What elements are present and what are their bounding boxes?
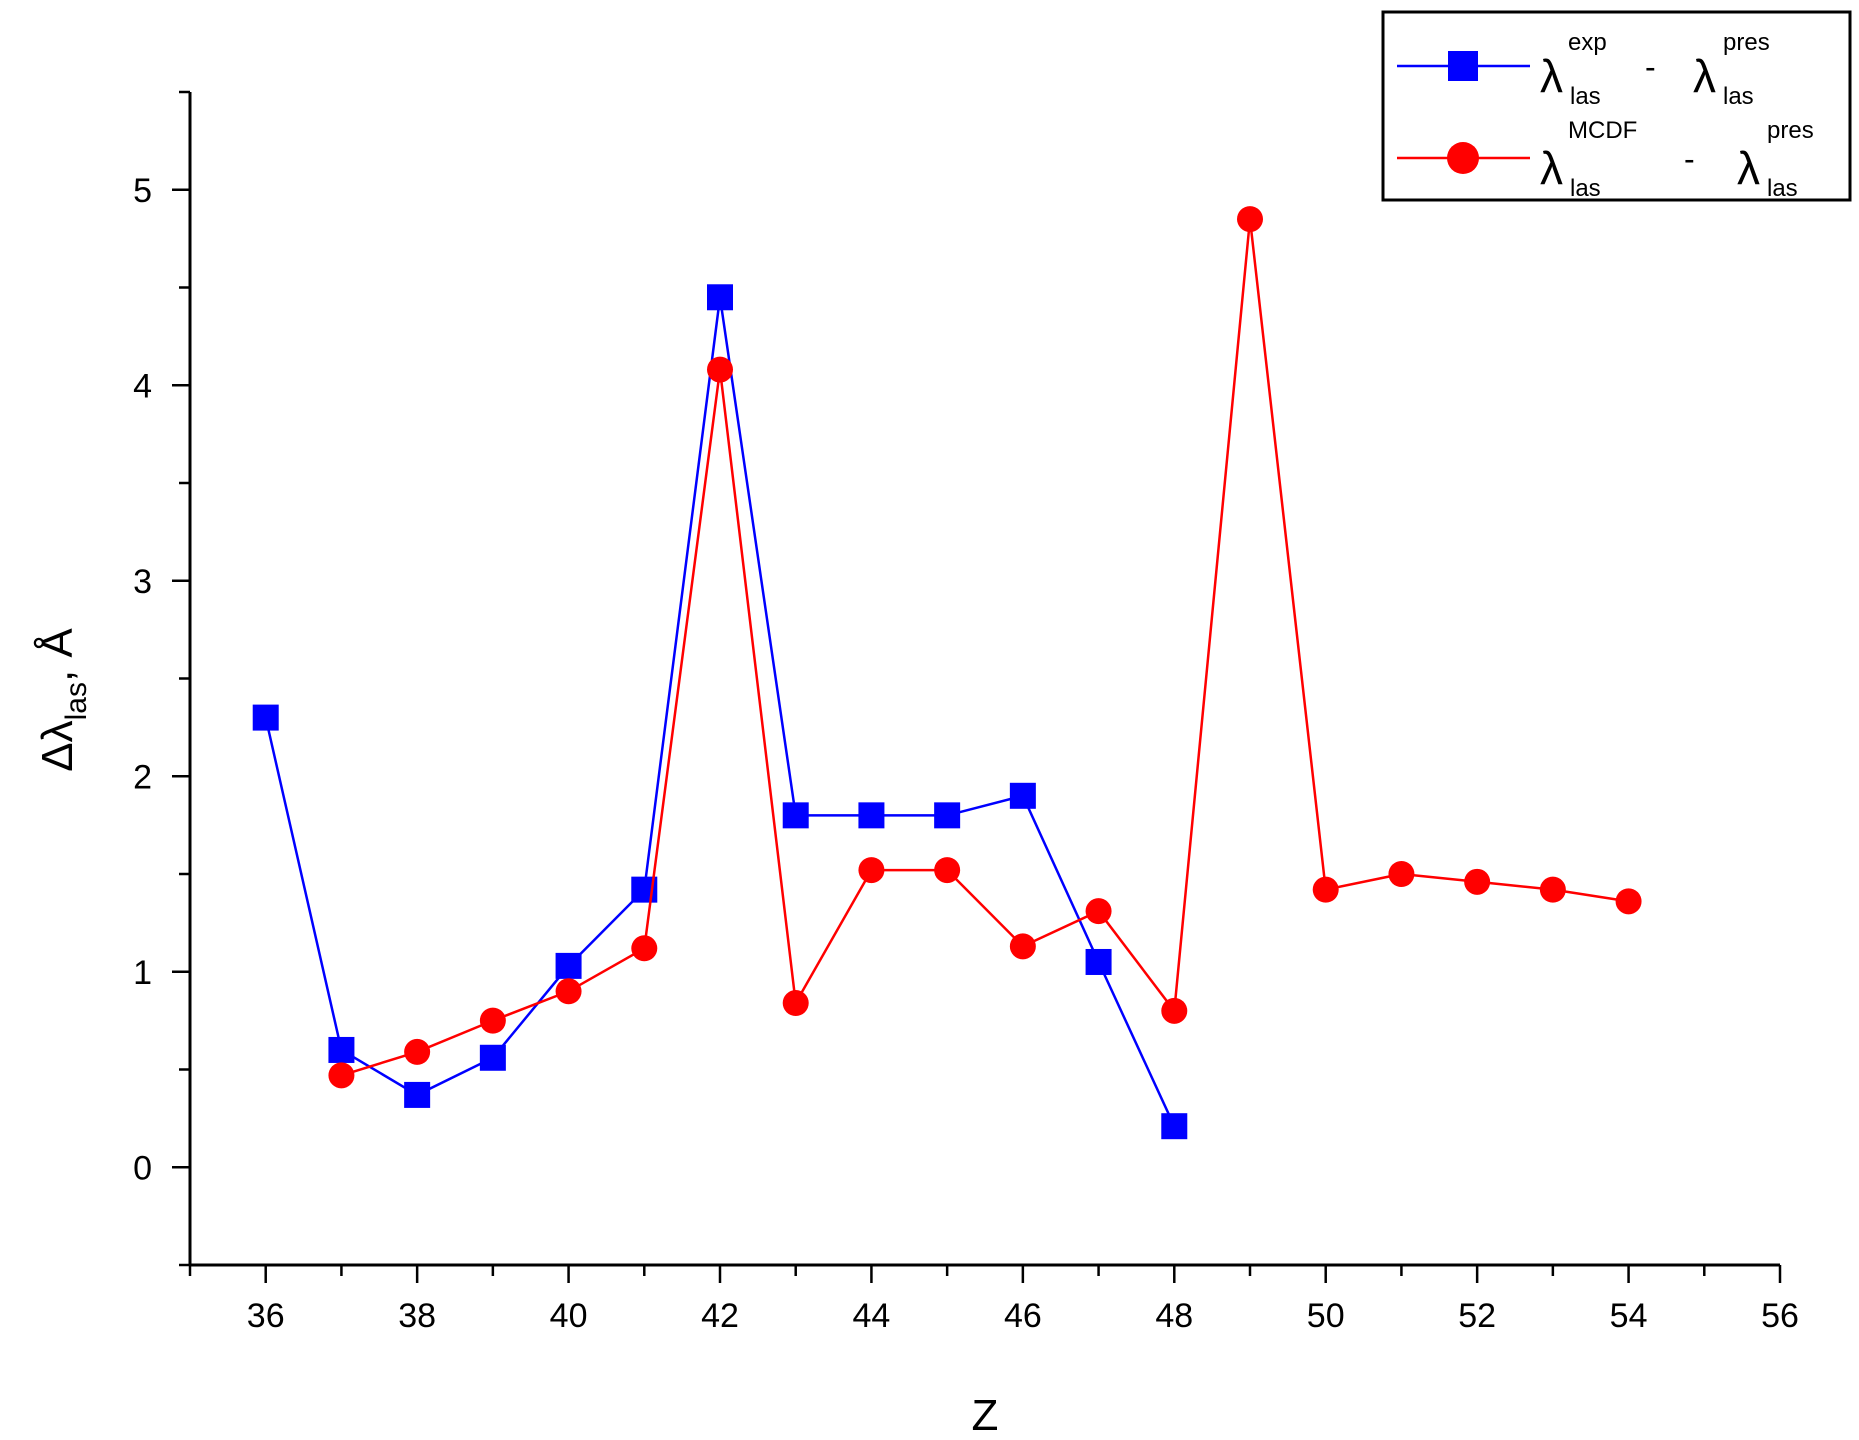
legend-sup-pres: pres <box>1767 117 1814 144</box>
x-tick-label: 44 <box>853 1297 891 1335</box>
data-point-circle <box>1312 876 1339 903</box>
data-point-circle <box>707 356 733 383</box>
data-point-square <box>404 1081 431 1108</box>
x-tick-label: 56 <box>1761 1297 1799 1335</box>
data-point-circle <box>1161 997 1188 1024</box>
legend-marker-circle <box>1447 142 1479 174</box>
legend-minus: - <box>1645 49 1656 85</box>
data-point-square <box>252 704 279 731</box>
data-point-square <box>1161 1113 1188 1140</box>
series-1 <box>328 206 1642 1089</box>
legend-box <box>1381 10 1852 202</box>
legend-entry-exp: λ exp las - λ pres las <box>1397 29 1770 110</box>
series-line <box>341 218 1629 1077</box>
data-point-square <box>934 802 961 829</box>
data-point-square <box>707 284 733 311</box>
x-tick-label: 36 <box>247 1297 285 1335</box>
data-point-square <box>1085 948 1112 975</box>
legend-minus: - <box>1684 141 1695 177</box>
series-line <box>264 297 1176 1127</box>
x-tick-label: 48 <box>1155 1297 1193 1335</box>
data-point-circle <box>328 1062 355 1089</box>
y-tick-label: 5 <box>133 172 152 210</box>
legend-sub-las: las <box>1767 175 1798 202</box>
legend: λ exp las - λ pres las λ MCDF las - λ pr… <box>1381 10 1852 202</box>
data-point-circle <box>782 990 809 1017</box>
legend-lambda-2: λ <box>1737 142 1760 194</box>
legend-sup-exp: exp <box>1568 29 1607 56</box>
data-point-circle <box>858 857 885 884</box>
data-point-circle <box>934 857 961 884</box>
x-tick-label: 42 <box>701 1297 739 1335</box>
legend-lambda-1: λ <box>1540 142 1563 194</box>
legend-sub-las: las <box>1723 83 1754 110</box>
y-axis-title-unit: Å <box>33 628 82 658</box>
y-tick-label: 4 <box>133 367 152 405</box>
data-point-square <box>328 1036 355 1063</box>
y-tick-label: 0 <box>133 1149 152 1187</box>
legend-sub-las: las <box>1570 175 1601 202</box>
svg-text:Δλlas, Å: Δλlas, Å <box>33 628 93 772</box>
y-axis-title-subscript: las <box>60 682 93 720</box>
x-tick-label: 46 <box>1004 1297 1042 1335</box>
data-point-circle <box>555 978 582 1005</box>
data-point-circle <box>631 935 658 962</box>
axes: 36 38 40 42 44 46 48 50 52 54 56 0 1 2 3 4 5 <box>133 90 1799 1335</box>
x-tick-label: 50 <box>1307 1297 1345 1335</box>
legend-lambda-2: λ <box>1693 50 1716 102</box>
y-axis-title-main: Δλ <box>33 720 82 771</box>
x-tick-label: 38 <box>398 1297 436 1335</box>
data-point-circle <box>1388 861 1415 887</box>
y-axis-title: Δλlas, Å <box>33 628 93 772</box>
legend-entry-mcdf: λ MCDF las - λ pres las <box>1397 117 1814 202</box>
data-point-square <box>858 802 885 829</box>
data-point-square <box>555 952 582 979</box>
y-tick-label: 1 <box>133 954 152 992</box>
legend-sub-las: las <box>1570 83 1601 110</box>
x-tick-label: 40 <box>550 1297 588 1335</box>
legend-lambda-1: λ <box>1540 50 1563 102</box>
x-tick-label: 54 <box>1610 1297 1648 1335</box>
data-point-circle <box>1539 876 1566 903</box>
data-point-square <box>479 1044 506 1071</box>
x-axis-title: Z <box>972 1391 999 1440</box>
x-tick-label: 52 <box>1458 1297 1496 1335</box>
legend-sup-mcdf: MCDF <box>1568 117 1637 144</box>
data-point-circle <box>479 1007 506 1034</box>
data-point-circle <box>404 1038 431 1065</box>
series-layer <box>252 206 1642 1140</box>
data-point-circle <box>1615 888 1642 915</box>
data-point-circle <box>1464 868 1491 895</box>
data-point-circle <box>1009 933 1036 960</box>
data-point-circle <box>1085 898 1112 925</box>
series-0 <box>252 284 1188 1140</box>
data-point-square <box>1009 782 1036 809</box>
legend-marker-square <box>1448 51 1478 81</box>
legend-sup-pres: pres <box>1723 29 1770 56</box>
y-tick-label: 2 <box>133 758 152 796</box>
data-point-circle <box>1237 206 1263 233</box>
y-tick-label: 3 <box>133 563 152 601</box>
data-point-square <box>782 802 809 829</box>
